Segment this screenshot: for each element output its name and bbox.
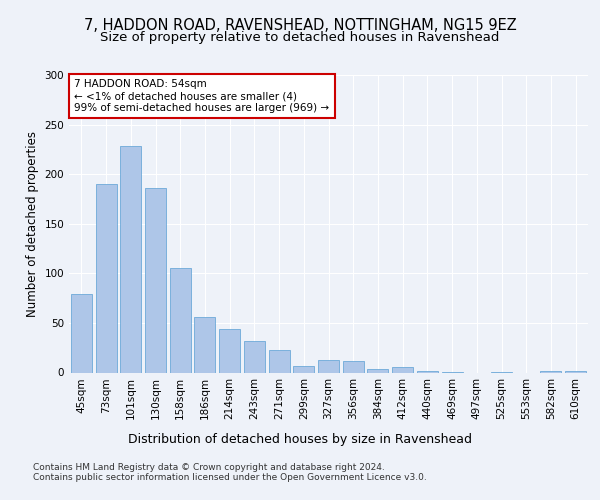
Bar bbox=[120, 146, 141, 372]
Bar bbox=[145, 188, 166, 372]
Bar bbox=[170, 268, 191, 372]
Bar bbox=[318, 360, 339, 372]
Bar bbox=[95, 184, 116, 372]
Text: Contains HM Land Registry data © Crown copyright and database right 2024.
Contai: Contains HM Land Registry data © Crown c… bbox=[33, 462, 427, 482]
Bar bbox=[541, 370, 562, 372]
Text: 7, HADDON ROAD, RAVENSHEAD, NOTTINGHAM, NG15 9EZ: 7, HADDON ROAD, RAVENSHEAD, NOTTINGHAM, … bbox=[83, 18, 517, 32]
Bar bbox=[244, 341, 265, 372]
Bar bbox=[71, 294, 92, 372]
Text: 7 HADDON ROAD: 54sqm
← <1% of detached houses are smaller (4)
99% of semi-detach: 7 HADDON ROAD: 54sqm ← <1% of detached h… bbox=[74, 80, 329, 112]
Y-axis label: Number of detached properties: Number of detached properties bbox=[26, 130, 39, 317]
Bar bbox=[392, 366, 413, 372]
Bar bbox=[219, 329, 240, 372]
Bar bbox=[417, 370, 438, 372]
Text: Distribution of detached houses by size in Ravenshead: Distribution of detached houses by size … bbox=[128, 432, 472, 446]
Bar bbox=[194, 317, 215, 372]
Text: Size of property relative to detached houses in Ravenshead: Size of property relative to detached ho… bbox=[100, 31, 500, 44]
Bar bbox=[269, 350, 290, 372]
Bar bbox=[343, 360, 364, 372]
Bar bbox=[293, 366, 314, 372]
Bar bbox=[367, 368, 388, 372]
Bar bbox=[565, 370, 586, 372]
